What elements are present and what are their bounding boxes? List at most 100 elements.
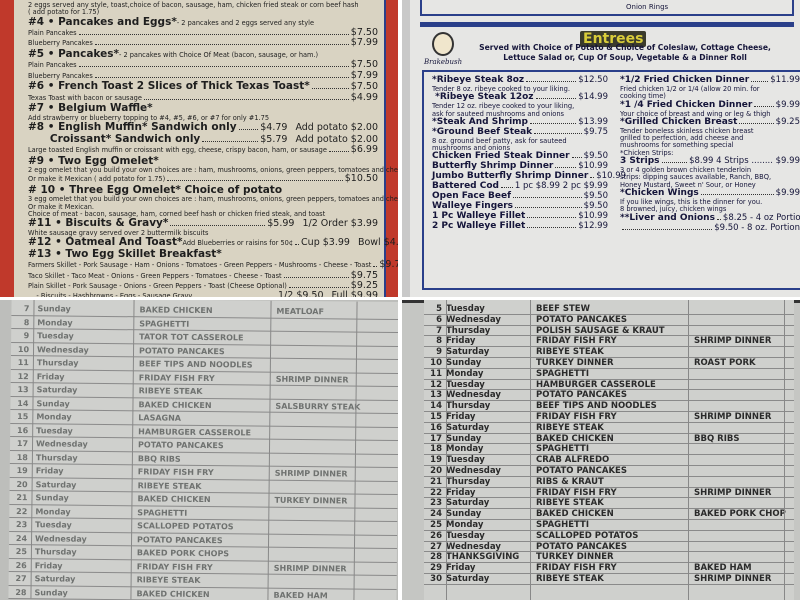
day-name: Thursday (34, 547, 77, 557)
day-name: Tuesday (35, 520, 72, 530)
daily-special: FRIDAY FISH FRY (138, 372, 215, 383)
menu-item: #12 • Oatmeal And Toast* Add Blueberries… (28, 235, 398, 249)
menu-item: 3 egg omelet that you build your own cho… (28, 196, 398, 204)
menu-text: Onion Rings (626, 3, 669, 11)
second-special: MEATLOAF (276, 306, 325, 317)
menu-item-name: Tender 8 oz. ribeye cooked to your likin… (432, 84, 570, 93)
daily-special: FRIDAY FISH FRY (136, 561, 213, 572)
menu-item-price: $14.99 (578, 92, 608, 103)
menu-item-name: #12 • Oatmeal And Toast* (28, 235, 183, 248)
leader-dots (529, 122, 577, 124)
menu-item-price: $10.50 (344, 173, 378, 185)
daily-special: RIBS & KRAUT (536, 476, 604, 487)
leader-dots (526, 81, 577, 82)
second-special: SHRIMP DINNER (694, 574, 772, 584)
leader-dots (716, 218, 721, 220)
day-number: 9 (436, 347, 442, 358)
day-name: Tuesday (37, 331, 74, 341)
day-name: Saturday (34, 574, 76, 584)
menu-item-name: Tender 12 oz. ribeye cooked to your liki… (432, 102, 575, 111)
schedule-row: 7 Thursday POLISH SAUSAGE & KRAUT (424, 326, 794, 337)
menu-item: $9.50 - 8 oz. Portion (620, 223, 800, 233)
day-number: 24 (430, 509, 442, 520)
leader-dots (311, 88, 349, 90)
menu-item-price: $13.99 (578, 116, 608, 127)
day-number: 16 (17, 425, 29, 435)
schedule-table-a: 7 Sunday BAKED CHICKEN MEATLOAF 8 Monday SPAGH… (8, 300, 398, 600)
menu-item: Or make it Mexican. (28, 203, 378, 211)
day-number: 22 (430, 487, 442, 498)
menu-item-price: Cup $3.99 (301, 236, 350, 248)
menu-item-extra-price: Bowl $4.99 (357, 236, 398, 248)
menu-item: Or make it Mexican ( add potato for 1.75… (28, 173, 378, 185)
daily-special: FRIDAY FISH FRY (536, 563, 617, 574)
leader-dots (288, 286, 349, 288)
day-number: 11 (17, 358, 29, 368)
leader-dots (622, 228, 713, 230)
entrees-left-column: *Ribeye Steak 8oz $12.50 Tender 8 oz. ribe… (432, 75, 626, 231)
day-number: 20 (430, 466, 442, 476)
daily-special: SPAGHETTI (536, 368, 590, 379)
day-number: 27 (15, 574, 27, 584)
menu-item-name: *Ground Beef Steak (432, 126, 533, 137)
second-special: SHRIMP DINNER (694, 336, 772, 347)
menu-item-name: **Liver and Onions (620, 212, 715, 223)
second-special: BAKED HAM (694, 563, 752, 574)
menu-item-price: $9.25 (775, 116, 800, 127)
menu-item: Large toasted English muffin or croissan… (28, 144, 378, 155)
day-number: 22 (16, 506, 28, 516)
day-name: Wednesday (446, 466, 501, 476)
menu-item: grilled to perfection, add cheese and (620, 134, 800, 142)
day-name: Monday (35, 506, 71, 517)
column-line (688, 300, 689, 600)
menu-item: Honey Mustard, Sweet n' Sour, or Honey (620, 181, 800, 189)
daily-special: RIBEYE STEAK (136, 575, 201, 585)
day-name: Thursday (446, 401, 491, 412)
leader-dots (143, 98, 349, 100)
day-name: Friday (446, 336, 476, 347)
daily-special: RIBEYE STEAK (536, 422, 604, 433)
daily-special: RIBEYE STEAK (536, 498, 604, 509)
menu-item-price: $11.99 (770, 75, 800, 85)
menu-item-name: Croissant* Sandwich only (28, 132, 201, 145)
menu-item-price: $7.50 (350, 59, 378, 71)
menu-item-name: Farmers Skillet - Pork Sausage - Ham - O… (28, 261, 372, 270)
schedule-table-b: 5 Tuesday BEEF STEW 6 Wednesday POTATO PANCAK… (424, 300, 794, 600)
menu-item-price: $10.99 (596, 171, 627, 182)
menu-item: mushrooms for something special (620, 142, 800, 150)
day-number: 18 (16, 452, 28, 462)
menu-item: 8 browned, juicy, chicken wings (620, 206, 800, 214)
leader-dots (535, 98, 577, 100)
menu-item: If you like wings, this is the dinner fo… (620, 198, 800, 206)
daily-special: BAKED CHICKEN (536, 433, 614, 444)
day-number: 20 (16, 479, 28, 489)
schedule-photo-a: 7 Sunday BAKED CHICKEN MEATLOAF 8 Monday SPAGH… (0, 300, 398, 600)
menu-item: *Chicken Wings $9.99 (620, 188, 800, 199)
previous-section-box (420, 0, 794, 16)
day-name: Friday (35, 466, 64, 476)
menu-item-name: Plain Pancakes (28, 29, 77, 38)
chicken-logo-icon (432, 32, 454, 56)
day-name: Sunday (36, 398, 70, 409)
daily-special: POTATO PANCAKES (536, 541, 627, 552)
day-number: 11 (430, 368, 442, 379)
menu-item: Jumbo Butterfly Shrimp Dinner $10.99 (432, 171, 626, 182)
menu-item: Croissant* Sandwich only $5.79 Add potato … (28, 132, 378, 146)
menu-item-name: 3 egg omelet that you build your own cho… (28, 195, 398, 204)
menu-item-name: 3 or 4 golden brown chicken tenderloin (620, 166, 752, 175)
menu-item: 2 egg omelet that you build your own cho… (28, 166, 398, 174)
menu-item-price: $9.99 (775, 188, 800, 199)
day-number: 27 (430, 541, 442, 552)
day-name: Thursday (446, 325, 491, 336)
schedule-row: 22 Friday FRIDAY FISH FRY SHRIMP DINNER (424, 488, 794, 499)
day-number: 7 (436, 325, 442, 336)
menu-item: Blueberry Pancakes $7.99 (28, 70, 378, 81)
daily-special: POTATO PANCAKES (536, 314, 627, 325)
leader-dots (590, 177, 595, 179)
daily-special: BAKED CHICKEN (138, 399, 212, 410)
menu-item-name: Add strawberry or blueberry topping to #… (28, 113, 270, 122)
menu-item-price: $5.79 (260, 133, 288, 145)
breakfast-menu-photo: 2 eggs served any style, toast,choice of… (0, 0, 398, 297)
daily-special: SPAGHETTI (536, 520, 590, 530)
schedule-row: 5 Tuesday BEEF STEW (424, 304, 794, 315)
